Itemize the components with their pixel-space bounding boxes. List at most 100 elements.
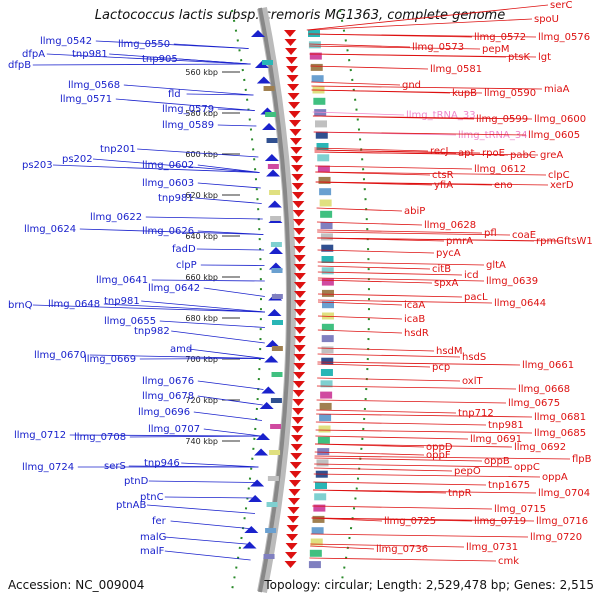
right-gene-label: pabC (510, 150, 536, 161)
right-gene-label: llmg_0661 (522, 360, 574, 371)
right-gene-leader (315, 181, 549, 186)
right-gene-label: oppF (426, 450, 451, 461)
right-gene-label: abiP (404, 206, 425, 217)
strand-arrow-right (289, 120, 301, 127)
right-gene-leader (314, 147, 429, 152)
strand-arrow-left (248, 495, 263, 502)
left-gene-leader (197, 164, 260, 173)
feature-bar (321, 335, 334, 343)
right-gene-label: apt (458, 148, 474, 159)
feature-bar (315, 482, 327, 489)
right-gene-label: yfiA (434, 180, 453, 191)
strand-arrow-left (256, 76, 271, 84)
strand-arrow-left (256, 433, 271, 440)
left-gene-label: llmg_0707 (148, 424, 200, 435)
strand-arrow-right (292, 210, 305, 217)
scale-label: 720 kbp (185, 396, 218, 405)
right-gene-leader (307, 18, 533, 31)
strand-arrow-right (284, 561, 297, 568)
strand-arrow-right (293, 282, 306, 289)
right-gene-leader (316, 413, 533, 418)
right-gene-label: llmg_0725 (384, 516, 436, 527)
left-gene-label: llmg_0669 (84, 354, 136, 365)
right-gene-label: lgt (538, 52, 551, 63)
right-gene-label: llmg_0572 (474, 32, 526, 43)
left-gene-label: llmg_0626 (142, 226, 194, 237)
feature-bar-inner (271, 372, 283, 377)
left-gene-leader (196, 248, 265, 251)
right-gene-label: pfl (484, 228, 497, 239)
strand-arrow-left (264, 355, 279, 363)
feature-bar (310, 63, 323, 71)
right-gene-label: oppA (542, 472, 568, 483)
right-gene-label: ptsK (508, 52, 530, 63)
strand-arrow-left (262, 123, 277, 130)
strand-arrow-left (254, 448, 269, 456)
strand-arrow-right (293, 363, 306, 370)
right-gene-leader (317, 293, 463, 298)
right-gene-label: llmg_0644 (494, 298, 546, 309)
right-gene-leader (315, 171, 547, 176)
right-gene-leader (317, 277, 485, 282)
feature-bar-inner (266, 502, 278, 507)
track-guide-outer (339, 9, 370, 591)
right-gene-leader (317, 299, 493, 304)
feature-bar (321, 346, 334, 354)
right-gene-label: llmg_tRNA_34 (458, 130, 528, 141)
right-gene-label: llmg_0736 (376, 544, 428, 555)
right-gene-label: llmg_0731 (466, 542, 518, 553)
strand-arrow-right (293, 336, 306, 343)
strand-arrow-left (268, 247, 283, 254)
left-gene-leader (195, 197, 262, 204)
left-gene-leader (146, 504, 256, 514)
right-gene-label: pepM (482, 44, 509, 55)
strand-arrow-right (286, 534, 299, 541)
left-gene-leader (145, 216, 263, 220)
right-gene-label: pmrA (446, 236, 473, 247)
right-gene-label: xerD (550, 180, 574, 191)
right-gene-leader (316, 385, 517, 390)
map-title: Lactococcus lactis subsp. cremoris MG136… (94, 8, 506, 23)
strand-arrow-right (291, 183, 304, 190)
feature-bar-inner (271, 294, 283, 299)
strand-arrow-right (293, 228, 306, 235)
strand-arrow-right (288, 489, 301, 496)
strand-arrow-right (290, 453, 303, 460)
right-gene-leader (309, 53, 537, 58)
strand-arrow-right (286, 525, 299, 532)
feature-bar (311, 75, 324, 83)
right-gene-label: pacL (464, 292, 488, 303)
scale-label: 640 kbp (185, 232, 218, 241)
right-gene-leader (317, 353, 461, 358)
left-gene-leader (173, 43, 249, 49)
right-gene-label: llmg_0599 (476, 114, 528, 125)
left-gene-leader (115, 98, 255, 111)
feature-bar-inner (262, 60, 273, 65)
left-gene-leader (164, 536, 253, 545)
left-gene-leader (171, 330, 265, 344)
left-gene-leader (217, 108, 256, 111)
right-gene-label: llmg_0581 (430, 64, 482, 75)
feature-bar-inner (269, 190, 281, 195)
feature-bar (321, 278, 334, 286)
left-gene-leader (139, 358, 265, 360)
right-gene-label: icd (464, 270, 479, 281)
strand-arrow-right (285, 48, 298, 55)
right-gene-leader (317, 315, 403, 320)
feature-bar-inner (265, 528, 277, 533)
right-gene-leader (317, 301, 403, 306)
feature-bar (319, 199, 332, 207)
feature-bar (321, 267, 334, 275)
feature-bar (321, 357, 334, 365)
feature-bar-inner (263, 86, 275, 91)
strand-arrow-right (293, 291, 306, 298)
strand-arrow-right (286, 75, 299, 82)
left-gene-leader (197, 380, 264, 390)
right-gene-leader (317, 265, 431, 270)
right-gene-label: serC (550, 0, 572, 11)
right-gene-leader (317, 377, 461, 382)
strand-arrow-right (284, 39, 297, 46)
right-gene-leader (314, 451, 425, 456)
feature-bar (320, 391, 333, 399)
left-gene-label: ps202 (62, 154, 93, 165)
